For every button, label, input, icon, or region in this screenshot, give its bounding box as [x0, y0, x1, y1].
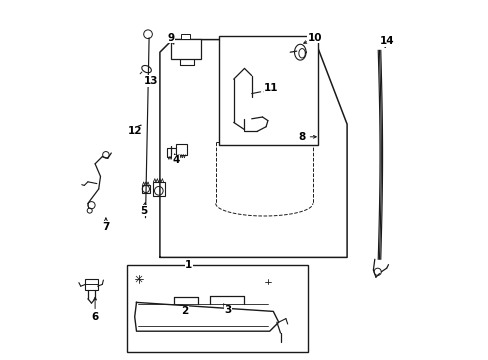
Text: 12: 12 — [127, 126, 142, 136]
Bar — [142, 185, 149, 193]
Text: 14: 14 — [379, 36, 393, 46]
Bar — [167, 148, 176, 157]
Text: 13: 13 — [143, 76, 158, 86]
Bar — [170, 39, 201, 59]
Text: 2: 2 — [181, 306, 188, 316]
Bar — [176, 144, 186, 155]
Text: 4: 4 — [172, 155, 180, 165]
Text: 7: 7 — [102, 222, 109, 232]
Bar — [219, 36, 318, 145]
Bar — [127, 265, 307, 352]
Text: 9: 9 — [167, 33, 174, 43]
Text: 6: 6 — [91, 312, 99, 322]
Bar — [152, 182, 165, 196]
Text: 8: 8 — [298, 132, 305, 142]
Bar — [85, 279, 98, 290]
Bar — [181, 34, 190, 39]
Text: 5: 5 — [140, 206, 147, 216]
Text: 11: 11 — [264, 83, 278, 93]
Text: 10: 10 — [307, 33, 321, 43]
Text: 3: 3 — [224, 305, 231, 315]
Text: 1: 1 — [184, 260, 192, 270]
